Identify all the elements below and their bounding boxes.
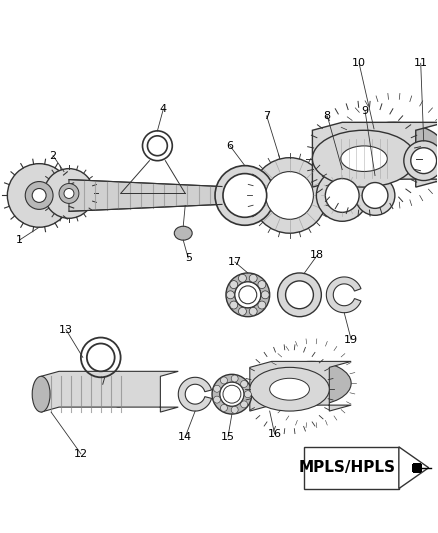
Circle shape xyxy=(316,169,368,221)
Polygon shape xyxy=(312,122,438,187)
Polygon shape xyxy=(399,447,429,489)
Circle shape xyxy=(258,280,266,288)
Text: 1: 1 xyxy=(16,235,23,245)
Text: MPLS/HPLS: MPLS/HPLS xyxy=(298,460,395,475)
Circle shape xyxy=(25,182,53,209)
Circle shape xyxy=(231,375,238,382)
Circle shape xyxy=(238,308,247,316)
Circle shape xyxy=(220,382,244,406)
Ellipse shape xyxy=(312,130,416,187)
Circle shape xyxy=(286,281,314,309)
Text: 9: 9 xyxy=(361,106,369,116)
Circle shape xyxy=(411,148,437,174)
Circle shape xyxy=(220,405,227,411)
Circle shape xyxy=(266,172,314,219)
Circle shape xyxy=(215,166,275,225)
Ellipse shape xyxy=(250,367,329,411)
Text: 6: 6 xyxy=(226,141,233,151)
Ellipse shape xyxy=(342,122,438,179)
Circle shape xyxy=(231,406,238,413)
Circle shape xyxy=(362,182,388,208)
Circle shape xyxy=(239,286,257,304)
Circle shape xyxy=(240,381,247,387)
Text: 19: 19 xyxy=(344,335,358,344)
Circle shape xyxy=(226,291,234,299)
Text: 15: 15 xyxy=(221,432,235,442)
Text: 13: 13 xyxy=(59,325,73,335)
Polygon shape xyxy=(69,180,222,212)
Text: 2: 2 xyxy=(49,151,57,161)
Circle shape xyxy=(7,164,71,227)
Circle shape xyxy=(252,158,327,233)
Bar xyxy=(412,464,422,472)
Ellipse shape xyxy=(341,146,387,172)
Ellipse shape xyxy=(174,226,192,240)
Circle shape xyxy=(44,168,94,219)
Ellipse shape xyxy=(272,361,351,405)
Polygon shape xyxy=(178,377,212,411)
Polygon shape xyxy=(250,361,351,411)
Circle shape xyxy=(258,301,266,309)
Circle shape xyxy=(355,175,395,215)
Circle shape xyxy=(278,273,321,317)
Text: 7: 7 xyxy=(263,111,270,121)
Circle shape xyxy=(226,273,270,317)
Text: 17: 17 xyxy=(228,257,242,267)
FancyBboxPatch shape xyxy=(304,447,399,489)
Circle shape xyxy=(32,189,46,203)
Circle shape xyxy=(230,280,238,288)
Circle shape xyxy=(220,382,244,406)
Circle shape xyxy=(240,401,247,408)
Polygon shape xyxy=(326,277,361,313)
Circle shape xyxy=(238,274,247,282)
Circle shape xyxy=(223,385,241,403)
Circle shape xyxy=(220,377,227,384)
Circle shape xyxy=(235,282,261,308)
Circle shape xyxy=(59,183,79,204)
Ellipse shape xyxy=(109,372,128,407)
Circle shape xyxy=(87,343,115,372)
Text: 5: 5 xyxy=(185,253,192,263)
Ellipse shape xyxy=(32,376,50,412)
Circle shape xyxy=(223,174,267,217)
Circle shape xyxy=(213,385,220,392)
Text: 10: 10 xyxy=(352,58,366,68)
Circle shape xyxy=(235,282,261,308)
Circle shape xyxy=(230,301,238,309)
Text: 8: 8 xyxy=(324,111,331,121)
Text: 12: 12 xyxy=(74,449,88,459)
Circle shape xyxy=(212,374,252,414)
Circle shape xyxy=(261,291,269,299)
Circle shape xyxy=(249,308,257,316)
Circle shape xyxy=(64,189,74,198)
Circle shape xyxy=(213,396,220,403)
Text: 11: 11 xyxy=(414,58,428,68)
Polygon shape xyxy=(41,372,178,412)
Text: 14: 14 xyxy=(178,432,192,442)
Circle shape xyxy=(404,141,438,181)
Circle shape xyxy=(244,391,251,398)
Circle shape xyxy=(249,274,257,282)
Bar xyxy=(413,463,421,473)
Circle shape xyxy=(325,179,359,212)
Text: 16: 16 xyxy=(268,429,282,439)
Circle shape xyxy=(148,136,167,156)
Text: 18: 18 xyxy=(310,250,325,260)
Ellipse shape xyxy=(270,378,309,400)
Text: 4: 4 xyxy=(160,104,167,114)
